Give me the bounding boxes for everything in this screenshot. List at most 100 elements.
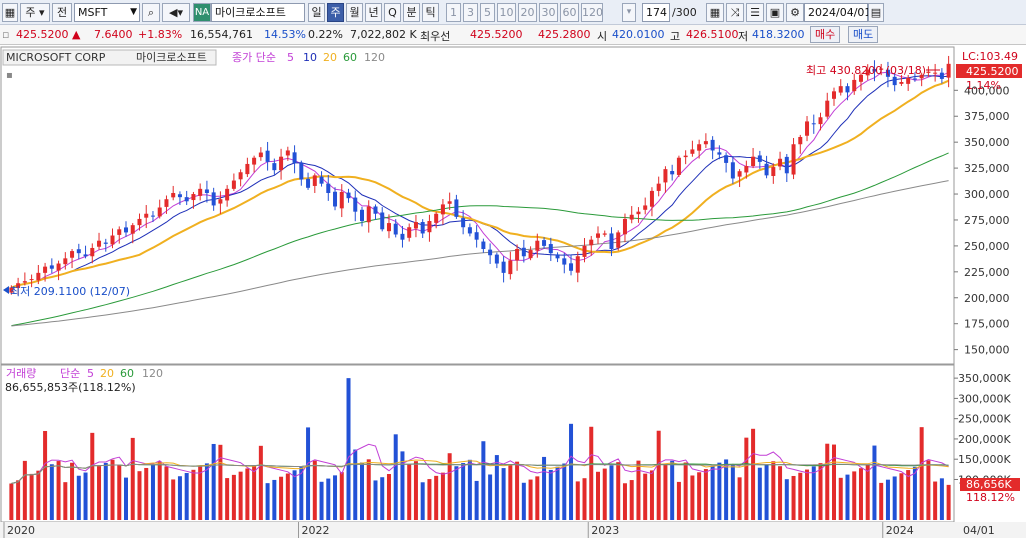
- shuffle-icon[interactable]: ⤨: [726, 3, 744, 22]
- save-icon[interactable]: ▣: [766, 3, 784, 22]
- interval-tab-120[interactable]: 120: [581, 3, 603, 22]
- low-price: 418.3200: [752, 28, 805, 41]
- candle-body: [656, 183, 661, 191]
- candle-body: [791, 144, 796, 175]
- interval-tab-10[interactable]: 10: [497, 3, 516, 22]
- date-input[interactable]: 2024/04/01: [804, 3, 871, 22]
- period-tab-5[interactable]: 분: [403, 3, 420, 22]
- candle-body: [724, 155, 729, 163]
- interval-dropdown[interactable]: ▾: [622, 3, 636, 22]
- market-select[interactable]: 전: [52, 3, 72, 22]
- period-tab-3[interactable]: 년: [365, 3, 382, 22]
- sell-button[interactable]: 매도: [848, 26, 879, 43]
- volume-bar: [461, 463, 466, 520]
- volume-bar: [16, 480, 21, 520]
- candle-body: [562, 258, 567, 265]
- volume-bar: [238, 471, 243, 520]
- volume-bar: [9, 483, 14, 520]
- x-tick-label: 2022: [302, 524, 330, 537]
- candle-body: [76, 249, 81, 254]
- buy-button[interactable]: 매수: [810, 26, 841, 43]
- candle-body: [885, 69, 890, 77]
- volume-bar: [353, 449, 358, 520]
- volume-bar: [906, 470, 911, 520]
- candle-body: [299, 163, 304, 180]
- chevron-down-icon[interactable]: ▼: [130, 7, 137, 17]
- volume-bar: [656, 430, 661, 520]
- volume-bar: [144, 467, 149, 520]
- na-badge: NA: [193, 3, 211, 22]
- period-tab-6[interactable]: 틱: [422, 3, 439, 22]
- stock-name: MICROSOFT CORP: [6, 51, 106, 64]
- candle-body: [225, 188, 230, 201]
- up-arrow-icon: ▲: [72, 28, 81, 41]
- type-select[interactable]: 주 ▾: [20, 3, 50, 22]
- volume-bar: [805, 469, 810, 520]
- period-tab-2[interactable]: 월: [346, 3, 363, 22]
- candle-body: [400, 233, 405, 240]
- interval-tab-5[interactable]: 5: [480, 3, 495, 22]
- stock-chart[interactable]: 150,000 175,000 200,000 225,000 250,000 275,0…: [0, 46, 1026, 538]
- candle-body: [818, 117, 823, 125]
- candle-body: [919, 74, 924, 79]
- period-tab-1[interactable]: 주: [327, 3, 344, 22]
- volume-bar: [501, 468, 506, 520]
- period-tab-4[interactable]: Q: [384, 3, 401, 22]
- stock-name-kr: 마이크로소프트: [136, 51, 207, 64]
- candle-body: [144, 213, 149, 218]
- interval-tab-20[interactable]: 20: [518, 3, 537, 22]
- interval-tab-3[interactable]: 3: [463, 3, 478, 22]
- volume-ma-label: 단순: [60, 367, 80, 380]
- interval-tab-30[interactable]: 30: [539, 3, 558, 22]
- layout-icon[interactable]: ▦: [2, 3, 18, 22]
- period-tab-0[interactable]: 일: [308, 3, 325, 22]
- candle-body: [171, 192, 176, 198]
- volume-bar: [22, 460, 27, 520]
- volume-bar: [832, 444, 836, 520]
- volume-bar: [912, 466, 917, 520]
- count-input[interactable]: 174: [642, 3, 670, 22]
- candle-body: [508, 260, 513, 275]
- candle-body: [9, 287, 14, 293]
- candle-body: [198, 188, 203, 196]
- market-select-label: 전: [56, 6, 68, 19]
- interval-tab-1[interactable]: 1: [446, 3, 461, 22]
- calendar-icon[interactable]: ▤: [868, 3, 884, 22]
- search-icon[interactable]: ⌕: [142, 3, 160, 22]
- candle-body: [157, 207, 162, 217]
- candle-body: [589, 239, 594, 246]
- volume-bar: [622, 483, 627, 520]
- volume-bar: [279, 476, 284, 520]
- volume-bar: [730, 464, 735, 520]
- volume-bar: [252, 465, 257, 520]
- volume-bar: [467, 459, 472, 520]
- candle-body: [191, 194, 196, 201]
- volume-bar: [717, 462, 722, 520]
- volume-bar: [150, 464, 155, 520]
- candle-body: [575, 256, 580, 273]
- volume-bar: [649, 470, 654, 520]
- speaker-icon[interactable]: ◀▾: [162, 3, 190, 22]
- volume-bar: [83, 472, 88, 520]
- candle-body: [858, 74, 863, 82]
- candle-body: [845, 86, 850, 93]
- volume-summary: 86,655,853주(118.12%): [5, 381, 136, 394]
- candle-body: [494, 254, 499, 264]
- candle-body: [899, 82, 904, 84]
- gear-icon[interactable]: ⚙: [786, 3, 804, 22]
- ma-label: 종가 단순: [232, 51, 276, 64]
- volume-percent: 14.53%: [264, 28, 306, 41]
- candle-body: [535, 240, 540, 251]
- symbol-input[interactable]: MSFT ▼: [74, 3, 140, 22]
- candle-body: [285, 150, 290, 156]
- volume-bar: [124, 477, 128, 520]
- candle-body: [892, 76, 897, 86]
- collapse-icon[interactable]: ▪: [6, 70, 13, 81]
- volume-bar: [697, 472, 702, 520]
- grid-icon[interactable]: ▦: [706, 3, 724, 22]
- volume-bar: [542, 456, 547, 520]
- list-icon[interactable]: ☰: [746, 3, 764, 22]
- volume-bar: [393, 434, 398, 520]
- interval-tab-60[interactable]: 60: [560, 3, 579, 22]
- volume-bar: [872, 445, 877, 520]
